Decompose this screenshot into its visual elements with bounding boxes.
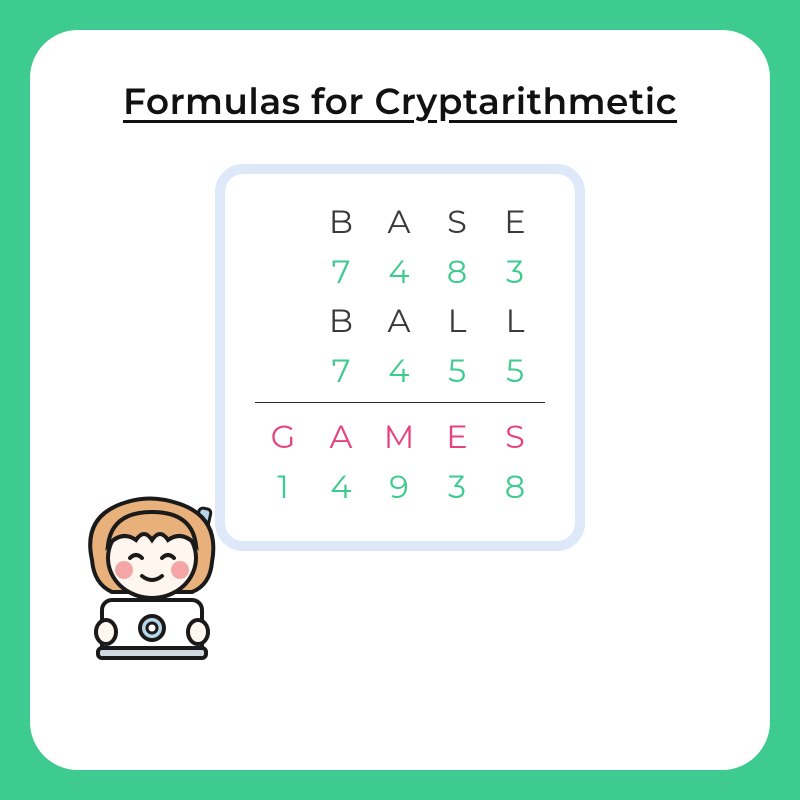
cell-number: 4	[371, 252, 429, 294]
cell-number: 5	[429, 351, 487, 393]
row-base-numbers: 7 4 8 3	[255, 252, 545, 294]
row-ball-numbers: 7 4 5 5	[255, 351, 545, 393]
girl-laptop-icon	[72, 490, 232, 660]
page-title: Formulas for Cryptarithmetic	[70, 80, 730, 124]
cell-number: 7	[313, 351, 371, 393]
cell-number: 5	[487, 351, 545, 393]
content-card: Formulas for Cryptarithmetic B A S E 7 4…	[30, 30, 770, 770]
cell-letter: G	[255, 417, 313, 459]
cell-letter: A	[313, 417, 371, 459]
cell-number: 8	[429, 252, 487, 294]
puzzle-box: B A S E 7 4 8 3 B A L L 7 4 5 5 G A M	[215, 164, 585, 551]
cell-letter: A	[371, 202, 429, 244]
cell-number: 3	[487, 252, 545, 294]
row-games-letters: G A M E S	[255, 417, 545, 459]
cell-letter: B	[313, 301, 371, 343]
cell-letter: S	[487, 417, 545, 459]
cell-letter: A	[371, 301, 429, 343]
cell-letter: M	[371, 417, 429, 459]
cell-letter: S	[429, 202, 487, 244]
sum-divider	[255, 402, 545, 403]
row-base-letters: B A S E	[255, 202, 545, 244]
cell-letter: L	[429, 301, 487, 343]
row-games-numbers: 1 4 9 3 8	[255, 467, 545, 509]
cell-number: 8	[487, 467, 545, 509]
cell-letter: L	[487, 301, 545, 343]
cell-number: 4	[313, 467, 371, 509]
cell-number: 4	[371, 351, 429, 393]
cell-number: 9	[371, 467, 429, 509]
cell-letter: B	[313, 202, 371, 244]
cell-number: 3	[429, 467, 487, 509]
cell-number: 1	[255, 467, 313, 509]
cell-number: 7	[313, 252, 371, 294]
cell-letter: E	[487, 202, 545, 244]
cell-letter: E	[429, 417, 487, 459]
row-ball-letters: B A L L	[255, 301, 545, 343]
